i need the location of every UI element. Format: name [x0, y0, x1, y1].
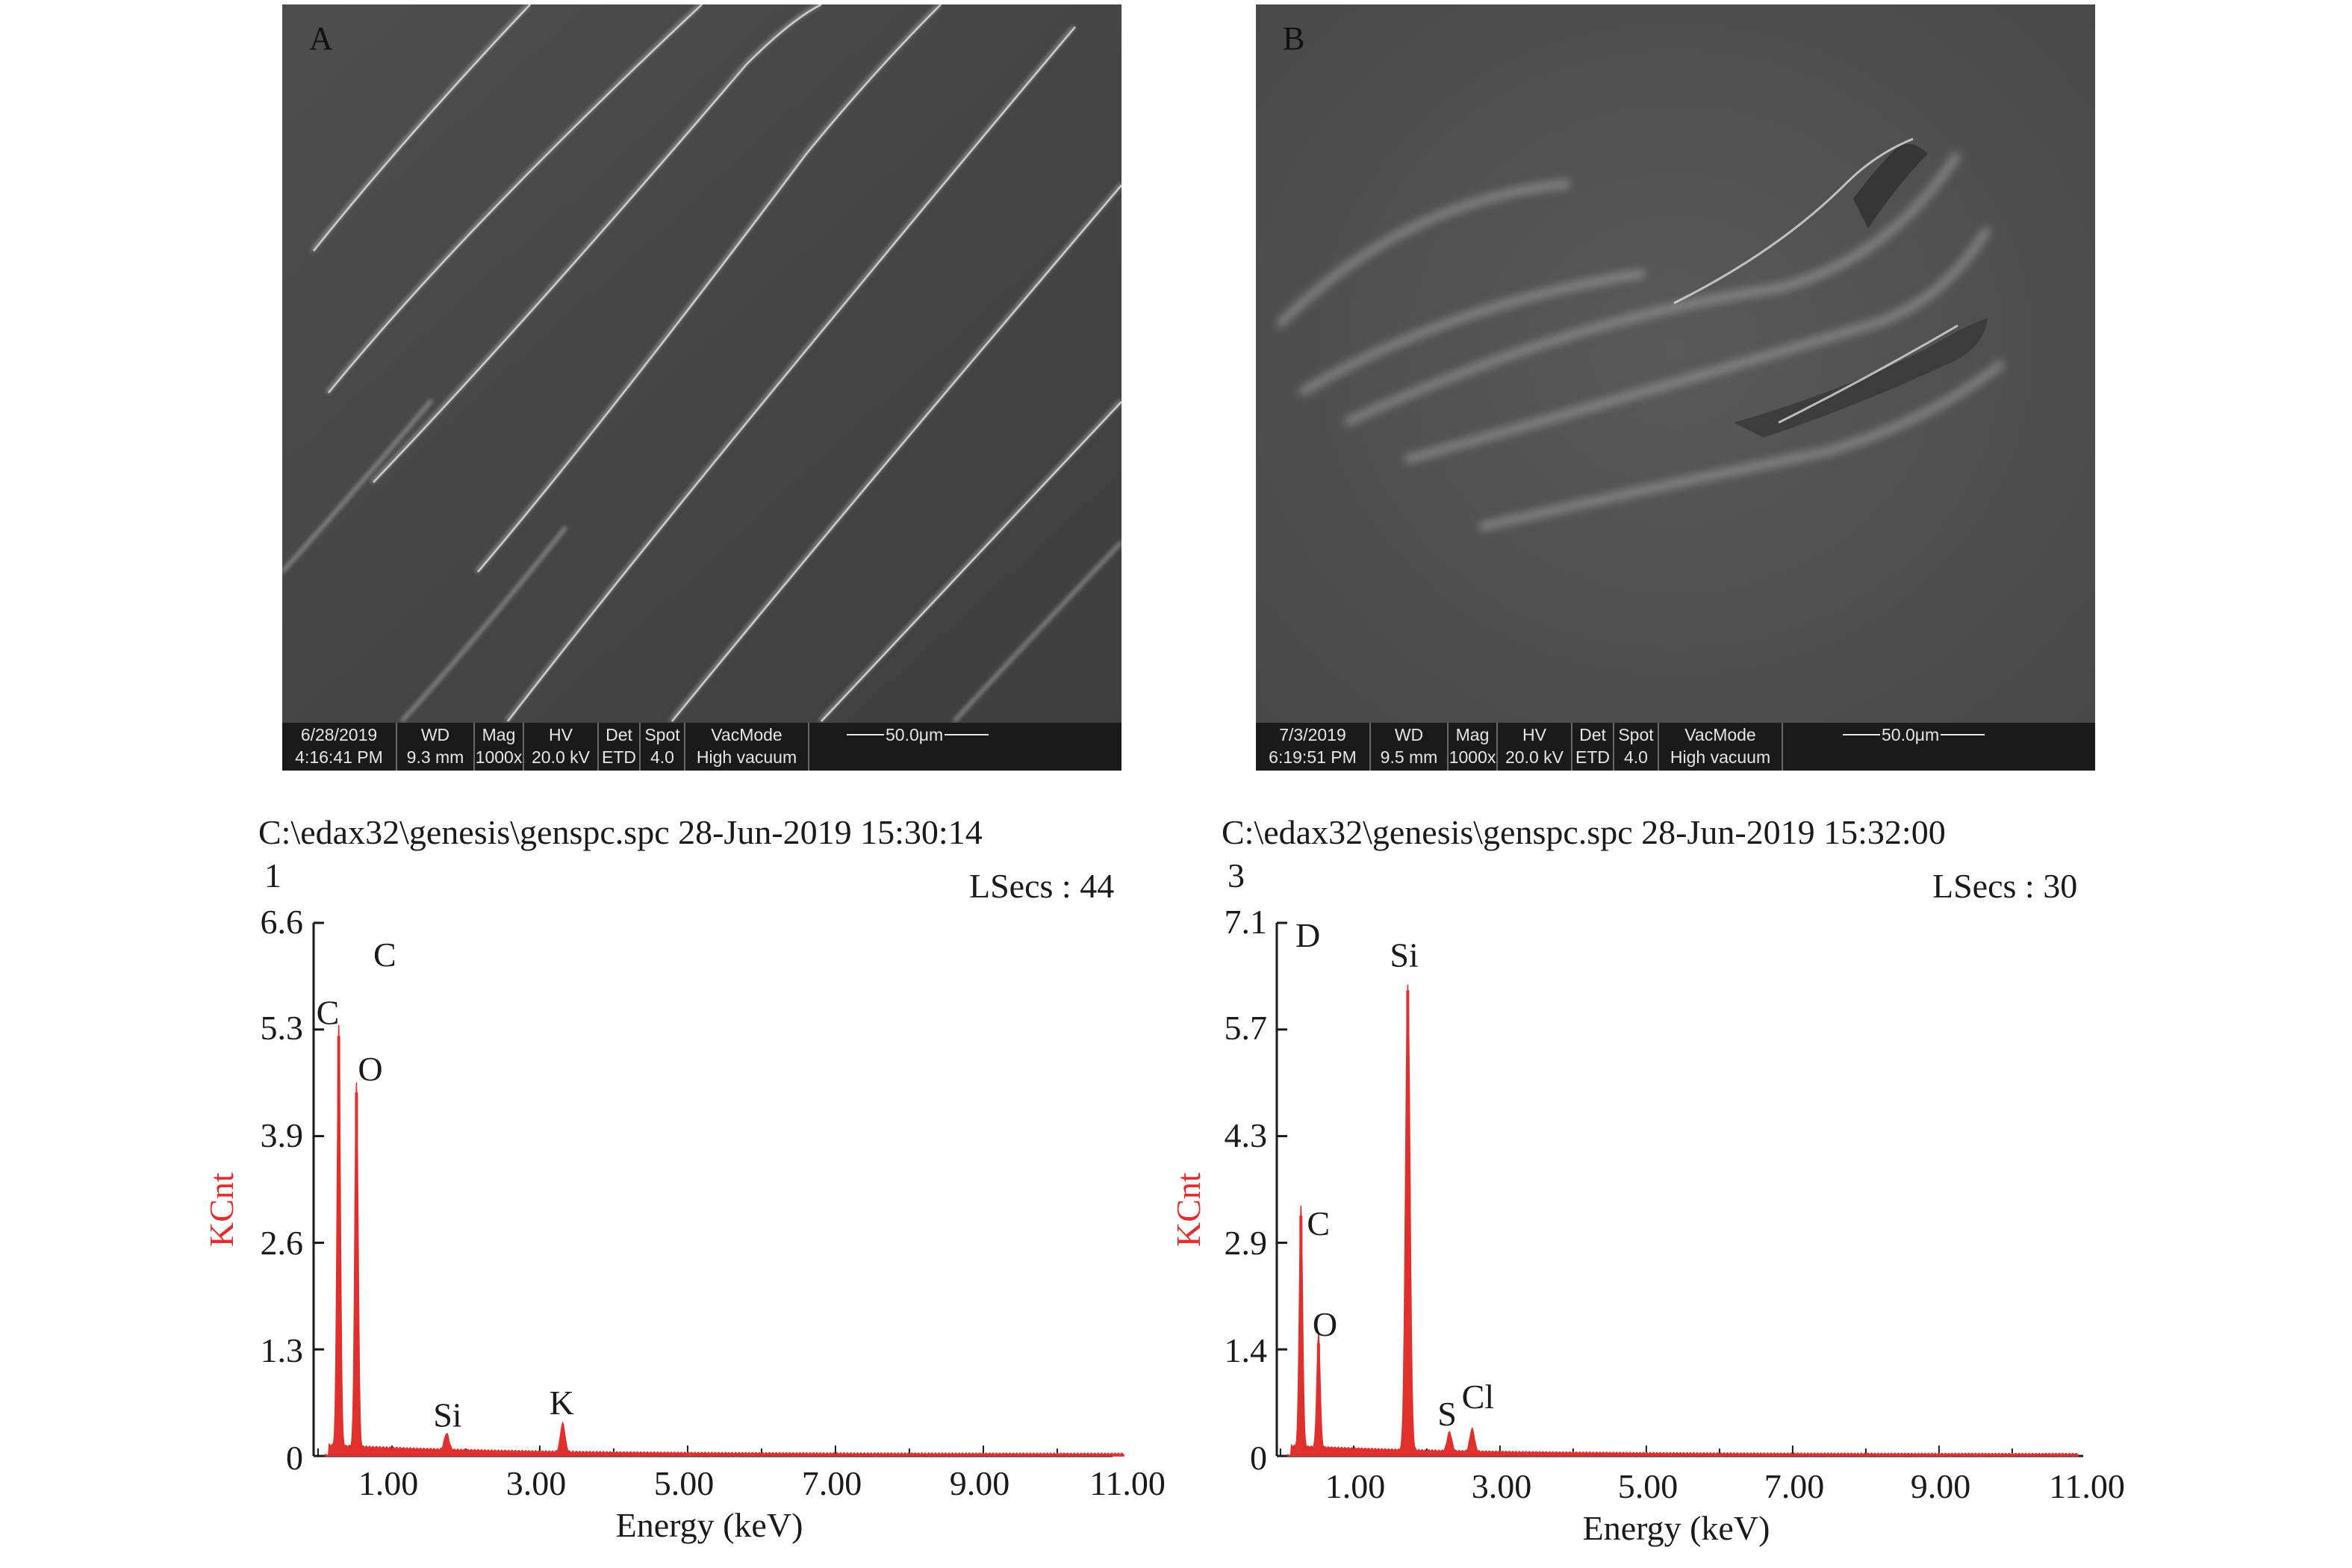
x-tick: 1.00 [358, 1464, 419, 1502]
x-axis-label: Energy (keV) [1582, 1509, 1770, 1547]
sem-info-bar: 7/3/2019 6:19:51 PM WD 9.5 mm Mag 1000x HV 2… [1256, 723, 2095, 771]
y-tick: 7.1 [1224, 903, 1268, 941]
info-cell-date: 7/3/2019 6:19:51 PM [1269, 725, 1357, 767]
spectrum-trace [1287, 984, 2079, 1457]
spectrum-lsecs: LSecs : 30 [1932, 867, 2078, 905]
sem-image-b: B 7/3/2019 6:19:51 PM WD 9.5 mm Mag 1000x H… [1256, 4, 2095, 771]
info-cell-wd: WD 9.3 mm [396, 723, 473, 771]
scale-bar: 50.0μm [1782, 723, 2095, 771]
y-tick: 1.4 [1224, 1331, 1268, 1369]
scale-bar: 50.0μm [808, 723, 1121, 771]
peak-label-c: C [317, 993, 340, 1031]
x-tick: 3.00 [505, 1464, 567, 1502]
x-tick: 7.00 [801, 1464, 862, 1502]
sem-info-bar: 6/28/2019 4:16:41 PM WD 9.3 mm Mag 1000x HV… [282, 723, 1121, 771]
peak-label-cl: Cl [1462, 1378, 1494, 1416]
info-cell-vacmode: VacMode High vacuum [684, 723, 808, 771]
y-tick: 0 [286, 1439, 303, 1477]
eds-spectrum-c: C:\edax32\genesis\genspc.spc 28-Jun-2019… [202, 813, 1166, 1544]
peak-label-si: Si [433, 1396, 461, 1434]
info-cell-spot: Spot 4.0 [1613, 723, 1658, 771]
info-cell-hv: HV 20.0 kV [523, 723, 597, 771]
x-axis-label: Energy (keV) [615, 1506, 803, 1544]
y-tick: 6.6 [260, 903, 304, 941]
peak-label-c: C [1307, 1204, 1330, 1242]
spectrum-trace [325, 1024, 1124, 1457]
peak-label-s: S [1437, 1395, 1457, 1433]
spectrum-lsecs: LSecs : 44 [969, 867, 1115, 905]
x-tick: 11.00 [2049, 1467, 2125, 1505]
y-tick: 1.3 [260, 1331, 304, 1369]
info-cell-mag: Mag 1000x [473, 723, 523, 771]
sem-micrograph-b [1256, 4, 2095, 771]
peak-label-o: O [358, 1050, 382, 1088]
spectrum-plot-d: C O Si S Cl [1275, 921, 2083, 1457]
info-cell-det: Det ETD [597, 723, 639, 771]
info-cell-det: Det ETD [1571, 723, 1613, 771]
eds-spectrum-d: C:\edax32\genesis\genspc.spc 28-Jun-2019… [1169, 0, 2352, 1568]
info-cell-wd: WD 9.5 mm [1369, 723, 1447, 771]
y-tick: 4.3 [1224, 1116, 1268, 1154]
x-tick: 3.00 [1471, 1467, 1532, 1505]
peak-label-o: O [1313, 1305, 1337, 1343]
sem-micrograph-a [282, 4, 1121, 771]
x-tick: 5.00 [653, 1464, 715, 1502]
y-tick: 5.7 [1224, 1009, 1268, 1047]
spectrum-index: 3 [1228, 856, 1245, 895]
x-tick: 9.00 [949, 1464, 1010, 1502]
spectrum-index: 1 [264, 856, 281, 895]
spectrum-panel-label: D [1295, 916, 1321, 954]
x-tick: 7.00 [1764, 1467, 1825, 1505]
scale-bar-label: 50.0μm [884, 724, 945, 745]
sem-panel-label: B [1283, 20, 1305, 57]
spectrum-file-header: C:\edax32\genesis\genspc.spc 28-Jun-2019… [1222, 813, 1946, 851]
sem-panel-label: A [309, 20, 333, 57]
peak-label-k: K [550, 1384, 574, 1422]
scale-bar-label: 50.0μm [1880, 724, 1941, 745]
x-tick: 9.00 [1910, 1467, 1971, 1505]
info-cell-mag: Mag 1000x [1447, 723, 1496, 771]
info-cell-date: 6/28/2019 4:16:41 PM [295, 725, 383, 767]
y-tick: 5.3 [260, 1009, 304, 1047]
info-cell-spot: Spot 4.0 [639, 723, 684, 771]
info-cell-vacmode: VacMode High vacuum [1658, 723, 1782, 771]
spectrum-panel-label: C [373, 936, 396, 974]
y-tick: 0 [1250, 1439, 1267, 1477]
sem-image-a: A 6/28/2019 4:16:41 PM WD 9.3 mm Mag 1000x … [282, 4, 1121, 771]
y-tick: 2.9 [1224, 1224, 1268, 1262]
y-tick: 2.6 [260, 1224, 304, 1262]
peak-label-si: Si [1390, 936, 1418, 974]
x-tick: 11.00 [1089, 1464, 1166, 1502]
info-cell-hv: HV 20.0 kV [1496, 723, 1571, 771]
x-tick: 1.00 [1325, 1467, 1386, 1505]
y-tick: 3.9 [260, 1116, 304, 1154]
x-tick: 5.00 [1617, 1467, 1679, 1505]
spectrum-file-header: C:\edax32\genesis\genspc.spc 28-Jun-2019… [258, 813, 983, 851]
